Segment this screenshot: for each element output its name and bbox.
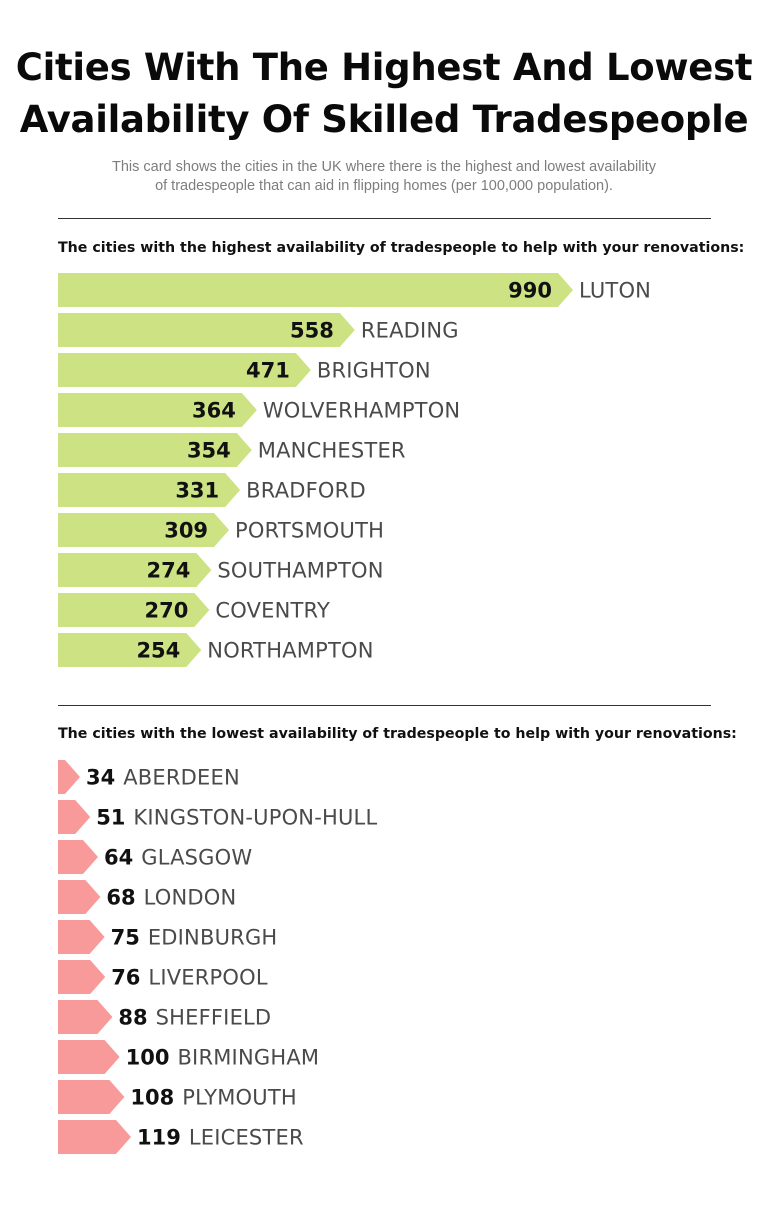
lowest-city-label: LIVERPOOL: [148, 966, 267, 990]
lowest-chart: 34 ABERDEEN 51 KINGSTON-UPON-HULL 64 GLASGOW 6…: [0, 757, 768, 1157]
lowest-city-label: SHEFFIELD: [156, 1006, 272, 1030]
divider-middle: [58, 705, 711, 706]
lowest-value-label: 100: [126, 1046, 170, 1070]
lowest-value-label: 76: [111, 966, 140, 990]
highest-bar: [58, 473, 241, 507]
highest-city-label: WOLVERHAMPTON: [263, 399, 461, 423]
highest-chart-svg: 990 LUTON 558 READING 471 BRIGHTON 364 WOLVERHA…: [58, 273, 651, 667]
subtitle-line-2: of tradespeople that can aid in flipping…: [155, 178, 613, 194]
highest-value-label: 254: [136, 639, 180, 663]
lowest-city-label: LEICESTER: [189, 1126, 304, 1150]
lowest-value-label: 119: [137, 1126, 181, 1150]
highest-city-label: LUTON: [579, 279, 651, 303]
lowest-city-label: BIRMINGHAM: [177, 1046, 319, 1070]
lowest-city-label: GLASGOW: [141, 846, 252, 870]
lowest-city-label: PLYMOUTH: [182, 1086, 297, 1110]
highest-value-label: 274: [147, 559, 191, 583]
highest-value-label: 471: [246, 359, 290, 383]
lowest-city-label: ABERDEEN: [123, 766, 240, 790]
title-line-2: Availability Of Skilled Tradespeople: [19, 98, 749, 141]
lowest-value-label: 34: [86, 766, 115, 790]
lowest-value-label: 68: [106, 886, 135, 910]
highest-section-title: The cities with the highest availability…: [58, 240, 745, 256]
highest-city-label: BRIGHTON: [317, 359, 431, 383]
lowest-value-label: 51: [96, 806, 125, 830]
highest-city-label: NORTHAMPTON: [207, 639, 373, 663]
lowest-bar: [58, 920, 105, 954]
highest-bar: [58, 313, 355, 347]
lowest-value-label: 108: [130, 1086, 174, 1110]
highest-bar: [58, 593, 210, 627]
highest-value-label: 331: [175, 479, 219, 503]
lowest-bar: [58, 1080, 125, 1114]
highest-value-label: 558: [290, 319, 334, 343]
lowest-bar: [58, 960, 106, 994]
lowest-bar: [58, 800, 91, 834]
highest-bar: [58, 633, 202, 667]
highest-city-label: MANCHESTER: [258, 439, 406, 463]
lowest-city-label: LONDON: [144, 886, 237, 910]
lowest-bar: [58, 840, 98, 874]
lowest-value-label: 64: [104, 846, 133, 870]
highest-chart: 990 LUTON 558 READING 471 BRIGHTON 364 WOLVERHA…: [0, 270, 768, 670]
highest-value-label: 364: [192, 399, 236, 423]
highest-bar: [58, 393, 257, 427]
subtitle-line-1: This card shows the cities in the UK whe…: [111, 159, 657, 175]
divider-top: [58, 218, 711, 219]
lowest-bar: [58, 1120, 131, 1154]
lowest-bar: [58, 1040, 120, 1074]
lowest-bar: [58, 760, 80, 794]
highest-city-label: SOUTHAMPTON: [217, 559, 383, 583]
highest-bar: [58, 433, 252, 467]
page-title: Cities With The Highest And Lowest Avail…: [0, 42, 768, 146]
lowest-city-label: EDINBURGH: [148, 926, 278, 950]
highest-bar: [58, 353, 311, 387]
highest-value-label: 990: [508, 279, 552, 303]
highest-bar: [58, 513, 230, 547]
subtitle: This card shows the cities in the UK whe…: [100, 158, 668, 196]
title-line-1: Cities With The Highest And Lowest: [15, 46, 753, 89]
highest-value-label: 309: [164, 519, 208, 543]
highest-value-label: 270: [145, 599, 189, 623]
lowest-value-label: 88: [118, 1006, 147, 1030]
lowest-city-label: KINGSTON-UPON-HULL: [133, 806, 377, 830]
highest-city-label: READING: [361, 319, 459, 343]
lowest-value-label: 75: [111, 926, 140, 950]
highest-value-label: 354: [187, 439, 231, 463]
lowest-section-title: The cities with the lowest availability …: [58, 726, 737, 742]
lowest-bar: [58, 1000, 113, 1034]
highest-city-label: BRADFORD: [246, 479, 366, 503]
highest-bar: [58, 553, 212, 587]
highest-bar: [58, 273, 573, 307]
lowest-bar: [58, 880, 101, 914]
highest-city-label: PORTSMOUTH: [235, 519, 384, 543]
highest-city-label: COVENTRY: [215, 599, 330, 623]
